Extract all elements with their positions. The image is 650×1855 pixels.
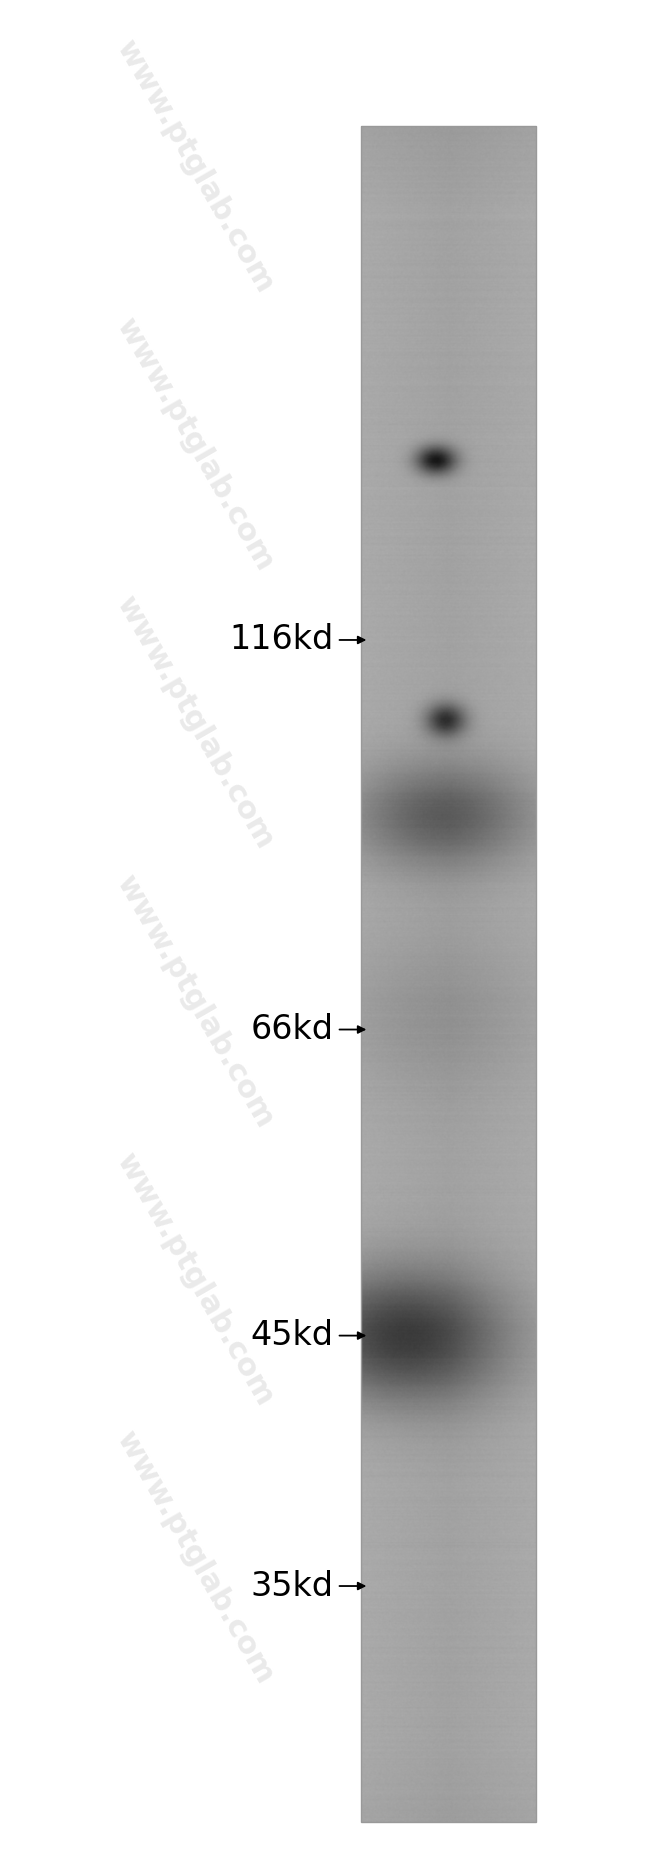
Text: 66kd: 66kd [250,1013,333,1046]
Text: 35kd: 35kd [250,1569,333,1603]
Bar [361,126,536,1822]
Text: www.ptglab.com: www.ptglab.com [111,1148,280,1412]
Text: www.ptglab.com: www.ptglab.com [111,870,280,1133]
Text: 45kd: 45kd [250,1319,333,1352]
Text: 116kd: 116kd [229,623,333,657]
Text: www.ptglab.com: www.ptglab.com [111,35,280,299]
Text: www.ptglab.com: www.ptglab.com [111,592,280,855]
Text: www.ptglab.com: www.ptglab.com [111,1426,280,1690]
Text: www.ptglab.com: www.ptglab.com [111,313,280,577]
